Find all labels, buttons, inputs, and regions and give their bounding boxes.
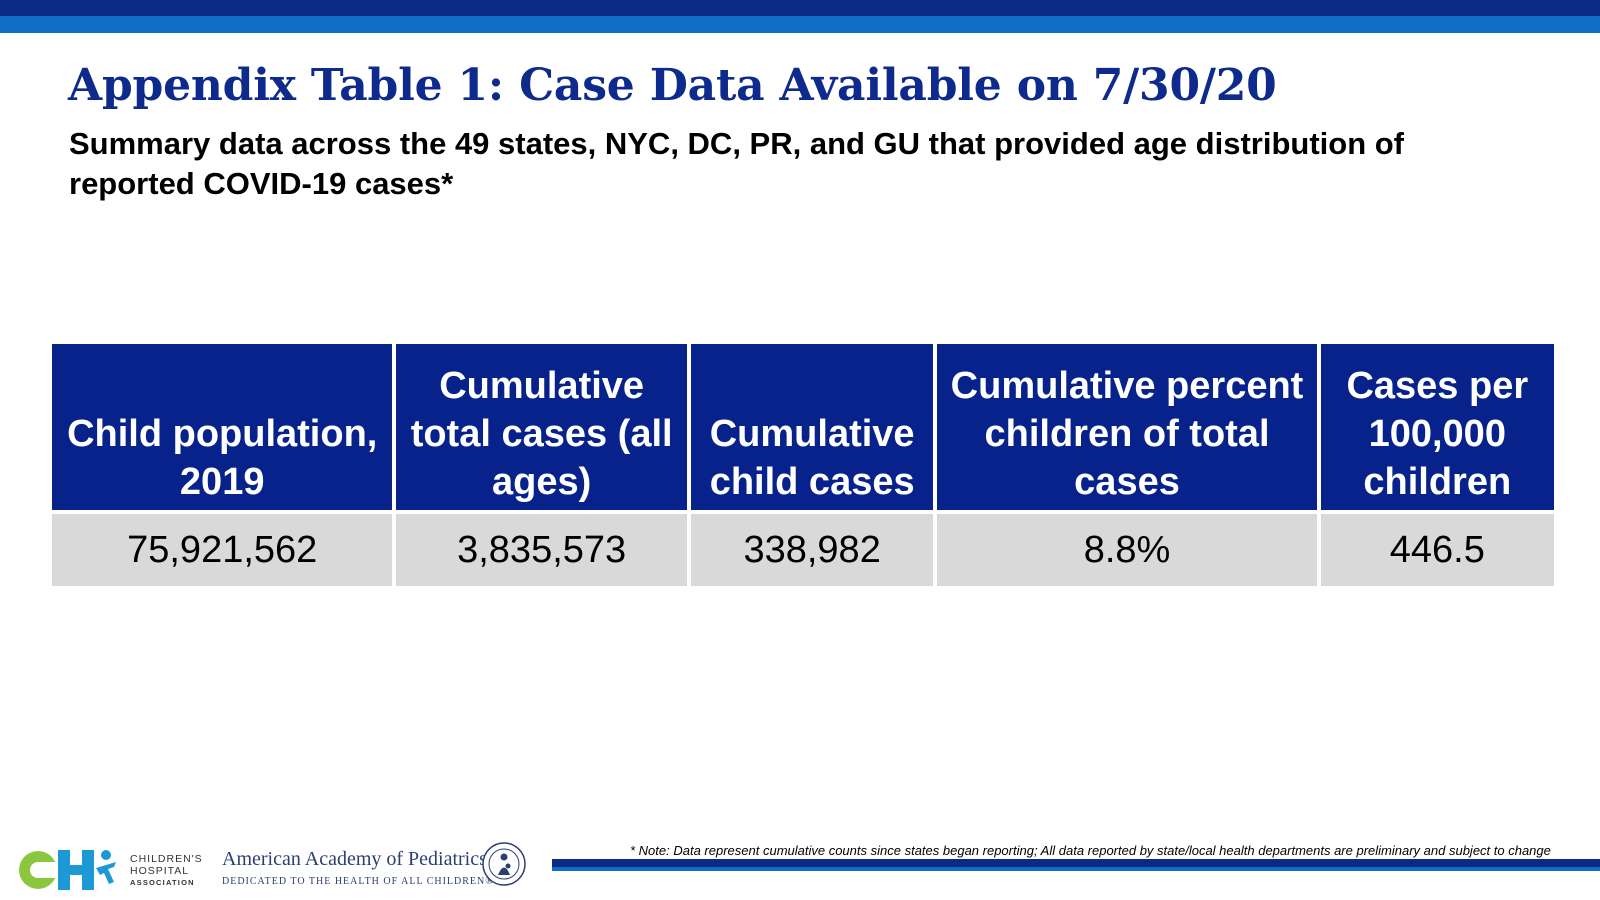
footer-rule-dark — [552, 859, 1600, 867]
page-title: Appendix Table 1: Case Data Available on… — [68, 60, 1277, 111]
top-banner-dark — [0, 0, 1600, 16]
column-header: Cumulative percent children of total cas… — [937, 344, 1317, 510]
table-cell: 338,982 — [690, 514, 934, 586]
table-cell: 8.8% — [937, 514, 1317, 586]
aap-logo-tagline: DEDICATED TO THE HEALTH OF ALL CHILDREN® — [222, 876, 494, 887]
page-subtitle: Summary data across the 49 states, NYC, … — [69, 126, 1404, 201]
aap-logo-name: American Academy of Pediatrics — [222, 848, 487, 870]
footnote: * Note: Data represent cumulative counts… — [630, 843, 1551, 858]
cha-logo-text: CHILDREN'S HOSPITAL ASSOCIATION — [130, 853, 203, 889]
cha-line-3: ASSOCIATION — [130, 878, 195, 887]
table-cell: 446.5 — [1320, 514, 1554, 586]
cha-line-2: HOSPITAL — [130, 865, 190, 877]
column-header: Cases per 100,000 children — [1320, 344, 1554, 510]
case-data-table: Child population, 2019 Cumulative total … — [48, 340, 1558, 590]
footer-rule-light — [552, 867, 1600, 871]
column-header: Cumulative total cases (all ages) — [396, 344, 687, 510]
cha-logo-icon — [19, 850, 116, 890]
table-header-row: Child population, 2019 Cumulative total … — [52, 344, 1554, 510]
column-header: Cumulative child cases — [690, 344, 934, 510]
aap-seal-icon — [482, 842, 526, 886]
column-header: Child population, 2019 — [52, 344, 393, 510]
cha-line-1: CHILDREN'S — [130, 853, 203, 865]
table-row: 75,921,562 3,835,573 338,982 8.8% 446.5 — [52, 514, 1554, 586]
table-cell: 3,835,573 — [396, 514, 687, 586]
top-banner-light — [0, 16, 1600, 33]
table-cell: 75,921,562 — [52, 514, 393, 586]
